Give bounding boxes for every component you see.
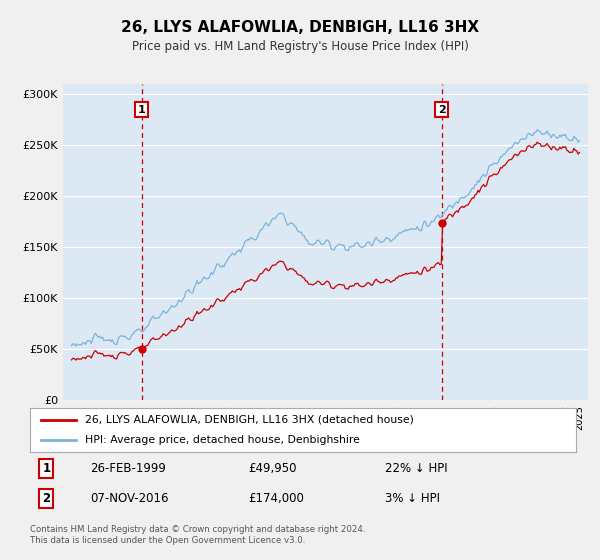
- Text: 3% ↓ HPI: 3% ↓ HPI: [385, 492, 440, 505]
- Text: 2: 2: [43, 492, 50, 505]
- Text: 1: 1: [43, 462, 50, 475]
- Text: 2: 2: [437, 105, 445, 114]
- Text: HPI: Average price, detached house, Denbighshire: HPI: Average price, detached house, Denb…: [85, 435, 359, 445]
- Text: Price paid vs. HM Land Registry's House Price Index (HPI): Price paid vs. HM Land Registry's House …: [131, 40, 469, 53]
- Text: 26, LLYS ALAFOWLIA, DENBIGH, LL16 3HX: 26, LLYS ALAFOWLIA, DENBIGH, LL16 3HX: [121, 20, 479, 35]
- Text: £49,950: £49,950: [248, 462, 297, 475]
- Text: Contains HM Land Registry data © Crown copyright and database right 2024.
This d: Contains HM Land Registry data © Crown c…: [30, 525, 365, 545]
- Text: £174,000: £174,000: [248, 492, 304, 505]
- Text: 1: 1: [138, 105, 146, 114]
- Text: 26-FEB-1999: 26-FEB-1999: [90, 462, 166, 475]
- Text: 22% ↓ HPI: 22% ↓ HPI: [385, 462, 448, 475]
- Text: 26, LLYS ALAFOWLIA, DENBIGH, LL16 3HX (detached house): 26, LLYS ALAFOWLIA, DENBIGH, LL16 3HX (d…: [85, 415, 413, 425]
- Text: 07-NOV-2016: 07-NOV-2016: [90, 492, 169, 505]
